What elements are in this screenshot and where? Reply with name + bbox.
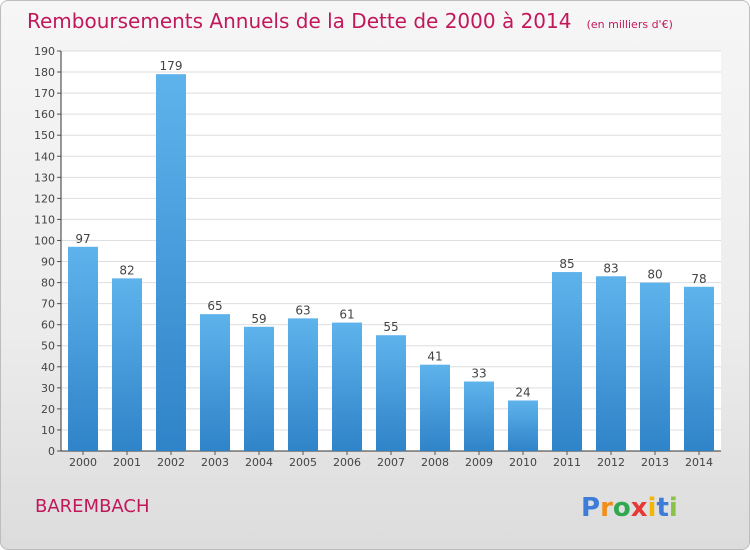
bar [684, 286, 714, 451]
bar [200, 314, 230, 451]
y-tick-label: 70 [41, 298, 55, 311]
bar-value-label: 78 [691, 272, 706, 286]
x-tick-label: 2011 [553, 456, 581, 469]
bar [508, 400, 538, 451]
y-tick-label: 140 [34, 150, 55, 163]
x-tick-label: 2007 [377, 456, 405, 469]
bar [156, 74, 186, 451]
y-tick-label: 10 [41, 424, 55, 437]
bar-value-label: 65 [207, 299, 222, 313]
bar-value-label: 80 [647, 268, 662, 282]
bar-value-label: 82 [119, 263, 134, 277]
bar-value-label: 41 [427, 350, 442, 364]
y-tick-label: 120 [34, 192, 55, 205]
bar [464, 381, 494, 451]
bar [640, 282, 670, 451]
bar-value-label: 59 [251, 312, 266, 326]
chart-title-block: Remboursements Annuels de la Dette de 20… [27, 9, 673, 33]
bar [288, 318, 318, 451]
x-tick-label: 2005 [289, 456, 317, 469]
chart-title: Remboursements Annuels de la Dette de 20… [27, 9, 572, 33]
bar-value-label: 97 [75, 232, 90, 246]
chart-unit-note: (en milliers d'€) [586, 18, 673, 31]
x-tick-label: 2014 [685, 456, 713, 469]
x-tick-label: 2010 [509, 456, 537, 469]
bar-value-label: 24 [515, 385, 530, 399]
svg-text:Proxiti: Proxiti [581, 493, 678, 521]
y-tick-label: 40 [41, 361, 55, 374]
y-tick-label: 110 [34, 213, 55, 226]
y-tick-label: 20 [41, 403, 55, 416]
bar [376, 335, 406, 451]
y-tick-label: 50 [41, 340, 55, 353]
y-tick-label: 130 [34, 171, 55, 184]
bar [112, 278, 142, 451]
bar-value-label: 63 [295, 303, 310, 317]
x-tick-label: 2002 [157, 456, 185, 469]
y-tick-label: 190 [34, 45, 55, 58]
bar-value-label: 179 [160, 59, 183, 73]
y-tick-label: 30 [41, 382, 55, 395]
y-tick-label: 80 [41, 277, 55, 290]
y-tick-label: 90 [41, 256, 55, 269]
y-tick-label: 100 [34, 234, 55, 247]
x-tick-label: 2009 [465, 456, 493, 469]
bar [244, 326, 274, 451]
bar-value-label: 85 [559, 257, 574, 271]
x-tick-label: 2012 [597, 456, 625, 469]
bar [68, 246, 98, 451]
x-tick-label: 2000 [69, 456, 97, 469]
bar [552, 272, 582, 451]
x-tick-label: 2004 [245, 456, 273, 469]
x-tick-label: 2003 [201, 456, 229, 469]
y-tick-label: 0 [48, 445, 55, 458]
bar [596, 276, 626, 451]
y-tick-label: 60 [41, 319, 55, 332]
bar-value-label: 33 [471, 367, 486, 381]
y-tick-label: 160 [34, 108, 55, 121]
commune-name: BAREMBACH [35, 496, 150, 517]
bar-value-label: 83 [603, 261, 618, 275]
bar [332, 322, 362, 451]
x-tick-label: 2006 [333, 456, 361, 469]
bar-value-label: 61 [339, 308, 354, 322]
bar [420, 364, 450, 451]
x-tick-label: 2008 [421, 456, 449, 469]
y-tick-label: 150 [34, 129, 55, 142]
y-tick-label: 170 [34, 87, 55, 100]
y-tick-label: 180 [34, 66, 55, 79]
x-tick-label: 2013 [641, 456, 669, 469]
x-tick-label: 2001 [113, 456, 141, 469]
proxiti-logo: Proxiti [581, 493, 678, 521]
bar-value-label: 55 [383, 320, 398, 334]
